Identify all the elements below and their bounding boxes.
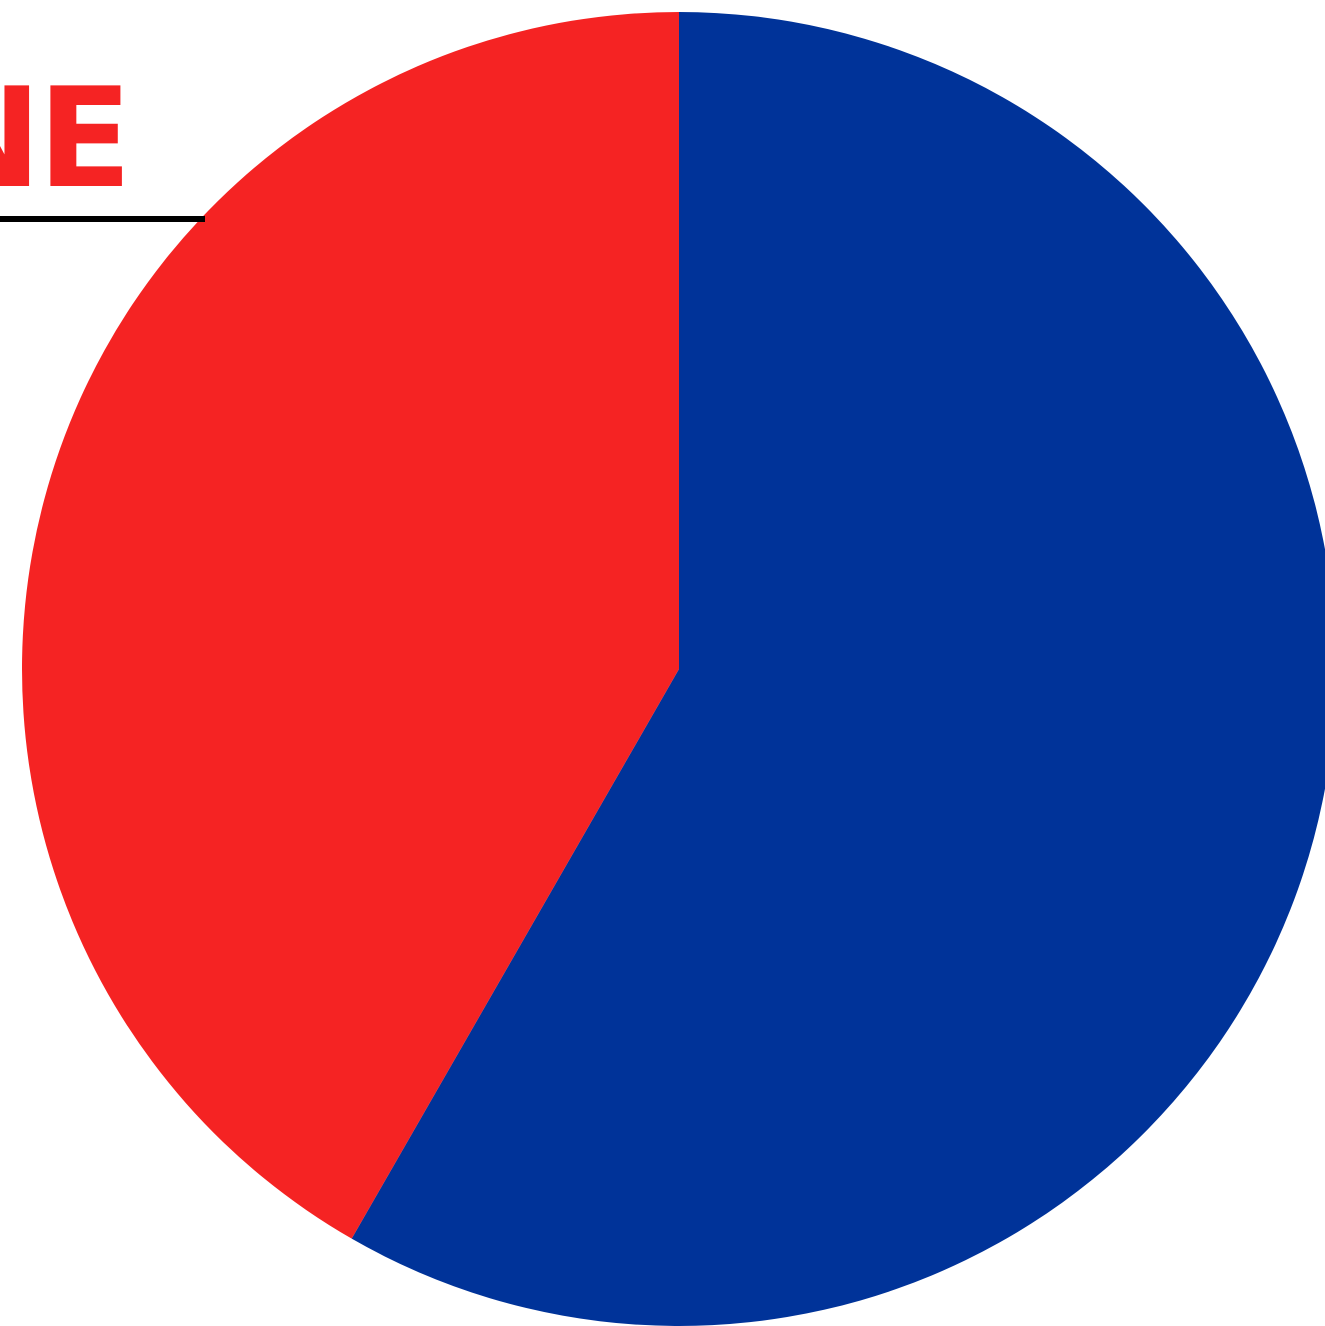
- pie-slices: [22, 12, 1325, 1326]
- chart-title: NE: [0, 58, 128, 219]
- pie-slice-2: [22, 12, 680, 1239]
- pie-slice-1: [351, 12, 1325, 1326]
